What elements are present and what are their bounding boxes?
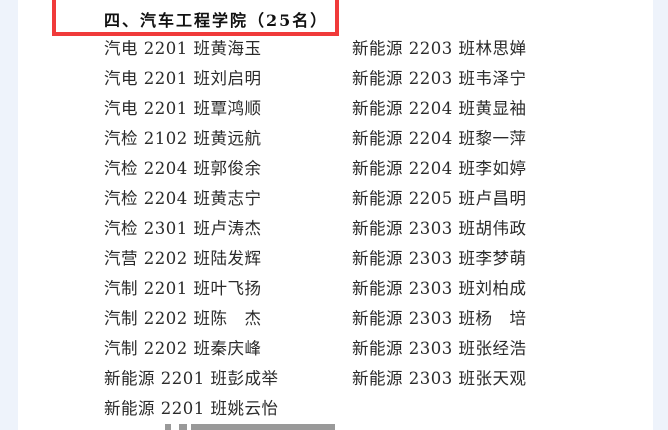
next-section-cut-off-text: [165, 424, 335, 430]
student-entry: 汽制 2201 班叶飞扬: [104, 279, 262, 298]
student-entry: 新能源 2204 班李如婷: [352, 159, 527, 178]
student-entry: 汽电 2201 班刘启明: [104, 69, 262, 88]
student-entry: 新能源 2201 班姚云怡: [104, 399, 279, 418]
student-entry: 汽检 2102 班黄远航: [104, 129, 262, 148]
student-entry: 新能源 2303 班张天观: [352, 369, 527, 388]
left-name-column: 汽电 2201 班黄海玉 汽电 2201 班刘启明 汽电 2201 班覃鸿顺 汽检 2…: [104, 38, 278, 428]
student-entry: 新能源 2205 班卢昌明: [352, 189, 527, 208]
student-entry: 汽制 2202 班陈 杰: [104, 309, 262, 328]
student-entry: 新能源 2203 班林思婵: [352, 39, 527, 58]
student-entry: 新能源 2303 班胡伟政: [352, 219, 527, 238]
student-entry: 新能源 2204 班黄显袖: [352, 99, 527, 118]
student-entry: 汽检 2204 班黄志宁: [104, 189, 262, 208]
student-entry: 汽检 2301 班卢涛杰: [104, 219, 262, 238]
highlight-box: [52, 0, 339, 36]
student-entry: 汽营 2202 班陆发辉: [104, 249, 262, 268]
right-name-column: 新能源 2203 班林思婵 新能源 2203 班韦泽宁 新能源 2204 班黄显袖新…: [352, 38, 526, 398]
student-entry: 新能源 2201 班彭成举: [104, 369, 279, 388]
student-entry: 新能源 2303 班张经浩: [352, 339, 527, 358]
student-entry: 新能源 2303 班李梦萌: [352, 249, 527, 268]
student-entry: 汽制 2202 班秦庆峰: [104, 339, 262, 358]
document-page: [18, 0, 653, 430]
student-entry: 汽检 2204 班郭俊余: [104, 159, 262, 178]
student-entry: 新能源 2204 班黎一萍: [352, 129, 527, 148]
section-title: 四、汽车工程学院（25名）: [104, 11, 329, 30]
student-entry: 新能源 2303 班刘柏成: [352, 279, 527, 298]
student-entry: 汽电 2201 班黄海玉: [104, 39, 262, 58]
student-entry: 汽电 2201 班覃鸿顺: [104, 99, 262, 118]
student-entry: 新能源 2303 班杨 培: [352, 309, 527, 328]
student-entry: 新能源 2203 班韦泽宁: [352, 69, 527, 88]
